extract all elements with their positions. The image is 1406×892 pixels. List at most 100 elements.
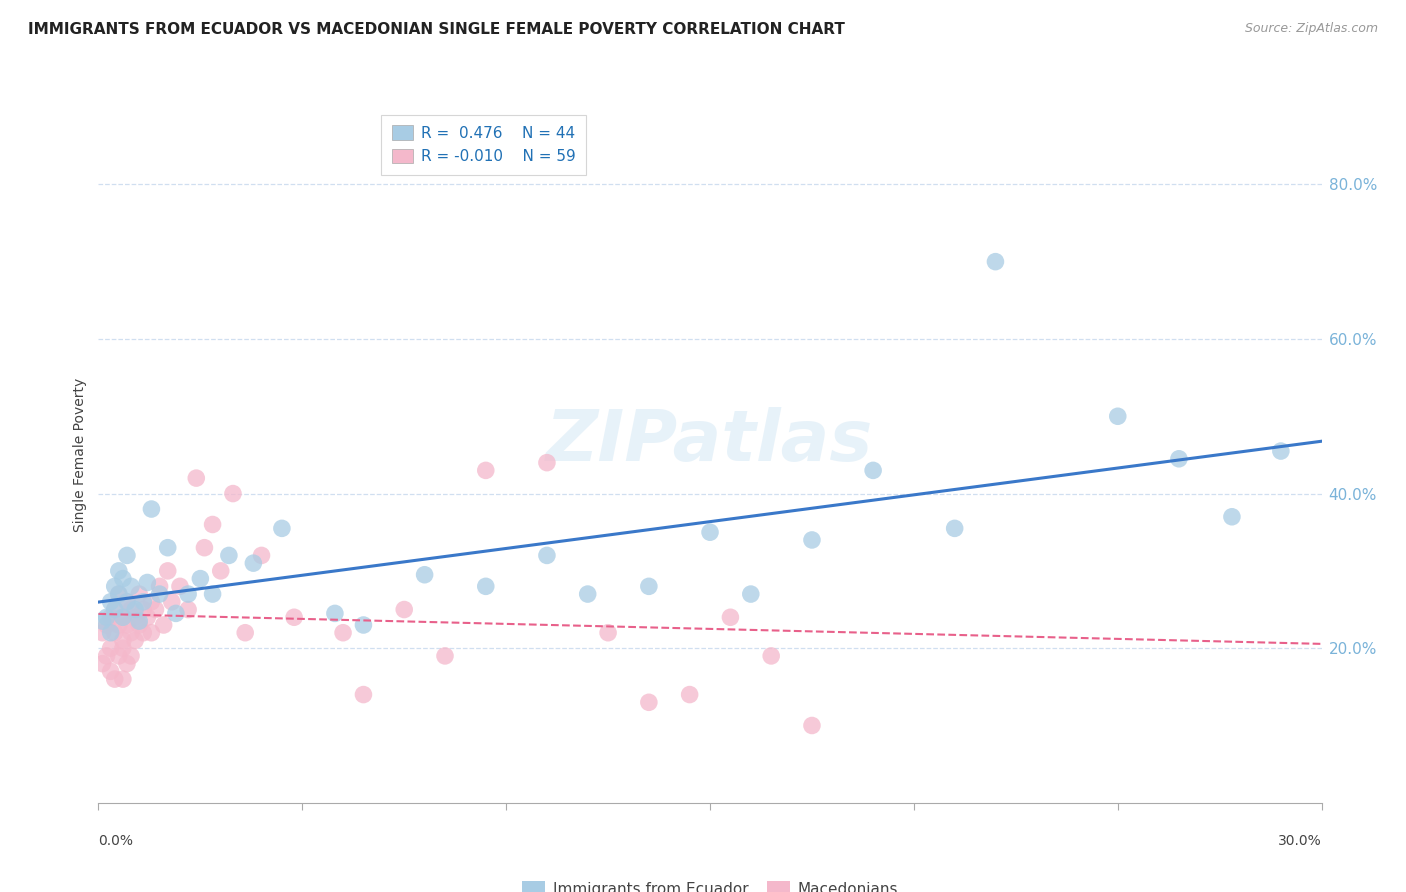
Point — [536, 549, 558, 563]
Point — [218, 549, 240, 563]
Point — [165, 607, 187, 621]
Point — [111, 610, 134, 624]
Point — [108, 618, 131, 632]
Point — [638, 695, 661, 709]
Point — [201, 587, 224, 601]
Point — [115, 595, 138, 609]
Point — [91, 657, 114, 671]
Point — [120, 648, 142, 663]
Point — [100, 610, 122, 624]
Point — [209, 564, 232, 578]
Point — [141, 625, 163, 640]
Point — [108, 587, 131, 601]
Point — [801, 533, 824, 547]
Point — [679, 688, 702, 702]
Point — [115, 549, 138, 563]
Point — [598, 625, 620, 640]
Point — [1220, 509, 1243, 524]
Legend: Immigrants from Ecuador, Macedonians: Immigrants from Ecuador, Macedonians — [516, 875, 904, 892]
Point — [1167, 451, 1189, 466]
Point — [250, 549, 273, 563]
Point — [91, 625, 114, 640]
Point — [160, 595, 183, 609]
Text: ZIPatlas: ZIPatlas — [547, 407, 873, 475]
Point — [91, 614, 114, 628]
Point — [111, 672, 134, 686]
Point — [177, 602, 200, 616]
Point — [115, 618, 138, 632]
Point — [111, 572, 134, 586]
Point — [136, 575, 159, 590]
Point — [233, 625, 256, 640]
Point — [104, 625, 127, 640]
Point — [132, 625, 155, 640]
Point — [149, 579, 172, 593]
Point — [201, 517, 224, 532]
Point — [156, 541, 179, 555]
Point — [323, 607, 346, 621]
Point — [120, 602, 142, 616]
Point — [169, 579, 191, 593]
Point — [188, 572, 212, 586]
Point — [332, 625, 354, 640]
Point — [145, 602, 167, 616]
Point — [96, 618, 118, 632]
Point — [984, 254, 1007, 268]
Point — [115, 595, 138, 609]
Point — [1270, 444, 1292, 458]
Point — [186, 471, 208, 485]
Point — [141, 595, 163, 609]
Point — [100, 641, 122, 656]
Point — [115, 657, 138, 671]
Point — [352, 688, 374, 702]
Point — [862, 463, 884, 477]
Point — [242, 556, 264, 570]
Point — [156, 564, 179, 578]
Point — [100, 625, 122, 640]
Point — [136, 610, 159, 624]
Point — [100, 595, 122, 609]
Point — [108, 648, 131, 663]
Point — [111, 610, 134, 624]
Text: IMMIGRANTS FROM ECUADOR VS MACEDONIAN SINGLE FEMALE POVERTY CORRELATION CHART: IMMIGRANTS FROM ECUADOR VS MACEDONIAN SI… — [28, 22, 845, 37]
Point — [128, 614, 150, 628]
Point — [128, 587, 150, 601]
Point — [96, 610, 118, 624]
Text: 0.0%: 0.0% — [98, 834, 134, 848]
Point — [124, 602, 146, 616]
Point — [104, 602, 127, 616]
Point — [132, 595, 155, 609]
Point — [222, 486, 245, 500]
Point — [720, 610, 742, 624]
Point — [638, 579, 661, 593]
Point — [141, 502, 163, 516]
Point — [128, 618, 150, 632]
Point — [124, 633, 146, 648]
Point — [283, 610, 305, 624]
Point — [120, 579, 142, 593]
Point — [104, 579, 127, 593]
Point — [108, 564, 131, 578]
Point — [270, 521, 294, 535]
Point — [943, 521, 966, 535]
Point — [474, 463, 498, 477]
Point — [152, 618, 174, 632]
Point — [434, 648, 457, 663]
Point — [392, 602, 416, 616]
Point — [149, 587, 172, 601]
Point — [699, 525, 721, 540]
Point — [413, 567, 436, 582]
Point — [801, 718, 824, 732]
Point — [193, 541, 215, 555]
Point — [536, 456, 558, 470]
Point — [120, 625, 142, 640]
Point — [124, 610, 146, 624]
Point — [108, 587, 131, 601]
Point — [761, 648, 783, 663]
Point — [474, 579, 498, 593]
Point — [177, 587, 200, 601]
Point — [1107, 409, 1129, 424]
Y-axis label: Single Female Poverty: Single Female Poverty — [73, 378, 87, 532]
Point — [104, 672, 127, 686]
Point — [104, 602, 127, 616]
